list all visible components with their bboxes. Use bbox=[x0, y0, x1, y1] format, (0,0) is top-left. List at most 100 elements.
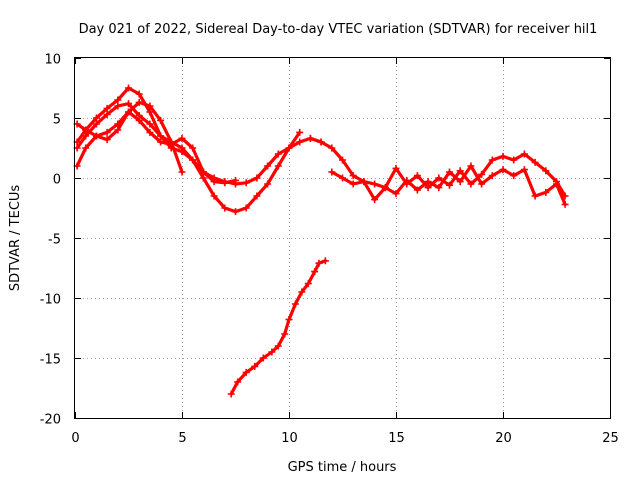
data-point bbox=[92, 132, 100, 140]
data-point bbox=[467, 162, 475, 170]
data-point bbox=[264, 180, 272, 188]
data-point bbox=[328, 144, 336, 152]
data-point bbox=[232, 208, 239, 216]
data-point bbox=[82, 132, 90, 140]
data-point bbox=[146, 128, 154, 136]
y-tick-label: -20 bbox=[40, 413, 61, 428]
data-point bbox=[403, 176, 411, 184]
data-point bbox=[221, 179, 229, 187]
y-tick-label: -15 bbox=[40, 353, 61, 368]
data-point bbox=[242, 179, 250, 187]
data-point bbox=[435, 174, 443, 182]
data-point bbox=[296, 138, 304, 146]
data-point bbox=[520, 166, 528, 174]
data-point bbox=[268, 348, 276, 356]
data-point bbox=[561, 200, 569, 208]
data-point bbox=[167, 140, 175, 148]
data-point bbox=[510, 156, 518, 164]
data-point bbox=[232, 176, 239, 184]
data-point bbox=[424, 178, 432, 186]
sat-track-e bbox=[306, 134, 569, 200]
data-point bbox=[349, 172, 357, 180]
data-point bbox=[157, 116, 165, 124]
y-axis-label: SDTVAR / TECUs bbox=[8, 185, 23, 292]
data-point bbox=[178, 134, 186, 142]
data-point bbox=[306, 134, 314, 142]
x-tick-label: 20 bbox=[495, 431, 512, 446]
data-point bbox=[103, 110, 111, 118]
plot-area bbox=[73, 84, 569, 398]
data-point bbox=[221, 204, 229, 212]
data-point bbox=[157, 132, 165, 140]
data-point bbox=[392, 190, 400, 198]
data-point bbox=[274, 150, 282, 158]
data-point bbox=[264, 162, 272, 170]
data-point bbox=[499, 152, 507, 160]
data-point bbox=[135, 90, 143, 98]
x-tick-label: 0 bbox=[71, 431, 79, 446]
data-point bbox=[285, 144, 293, 152]
data-point bbox=[435, 184, 443, 192]
data-point bbox=[274, 162, 282, 170]
data-point bbox=[146, 108, 154, 116]
data-point bbox=[413, 172, 421, 180]
data-point bbox=[146, 102, 154, 110]
data-point bbox=[553, 180, 560, 188]
data-point bbox=[467, 180, 475, 188]
data-point bbox=[253, 174, 261, 182]
sat-track-g-trace bbox=[229, 259, 327, 396]
data-point bbox=[446, 168, 453, 176]
data-point bbox=[446, 181, 453, 189]
data-point bbox=[178, 168, 186, 176]
data-point bbox=[499, 166, 507, 174]
data-point bbox=[296, 128, 304, 136]
sat-track-d-trace bbox=[75, 110, 238, 185]
data-point bbox=[125, 84, 132, 92]
x-tick-label: 15 bbox=[388, 431, 405, 446]
x-tick-label: 10 bbox=[281, 431, 298, 446]
sat-track-c bbox=[73, 98, 186, 176]
x-tick-label: 25 bbox=[602, 431, 619, 446]
data-point bbox=[103, 104, 111, 112]
data-point bbox=[114, 102, 122, 110]
data-point bbox=[146, 120, 154, 128]
data-point bbox=[478, 170, 486, 178]
data-point bbox=[253, 192, 261, 200]
data-point bbox=[339, 156, 346, 164]
data-point bbox=[315, 259, 323, 267]
data-point bbox=[210, 178, 218, 186]
data-point bbox=[103, 136, 111, 144]
y-tick-label: 5 bbox=[53, 113, 61, 128]
sat-track-b-trace bbox=[75, 102, 302, 214]
grid-lines bbox=[75, 58, 610, 418]
x-axis-label: GPS time / hours bbox=[288, 460, 397, 475]
data-point bbox=[304, 280, 312, 288]
data-point bbox=[371, 196, 379, 204]
data-point bbox=[242, 204, 250, 212]
data-point bbox=[456, 167, 464, 175]
sat-track-f bbox=[328, 162, 569, 208]
y-tick-label: 10 bbox=[44, 53, 61, 68]
data-point bbox=[531, 192, 539, 200]
data-point bbox=[328, 168, 336, 176]
data-point bbox=[488, 172, 496, 180]
y-tick-label: 0 bbox=[53, 173, 61, 188]
data-point bbox=[178, 144, 186, 152]
data-point bbox=[424, 184, 432, 192]
data-point bbox=[125, 108, 132, 116]
data-point bbox=[251, 362, 259, 370]
chart-title: Day 021 of 2022, Sidereal Day-to-day VTE… bbox=[79, 22, 598, 37]
x-tick-label: 5 bbox=[178, 431, 186, 446]
data-point bbox=[92, 114, 100, 122]
data-point bbox=[234, 378, 242, 386]
data-point bbox=[478, 180, 486, 188]
data-point bbox=[281, 330, 289, 338]
data-point bbox=[510, 172, 518, 180]
data-point bbox=[542, 167, 550, 175]
y-tick-label: -10 bbox=[40, 293, 61, 308]
data-point bbox=[125, 100, 132, 108]
data-point bbox=[321, 257, 329, 265]
sat-track-g bbox=[227, 257, 329, 398]
data-point bbox=[114, 126, 122, 134]
